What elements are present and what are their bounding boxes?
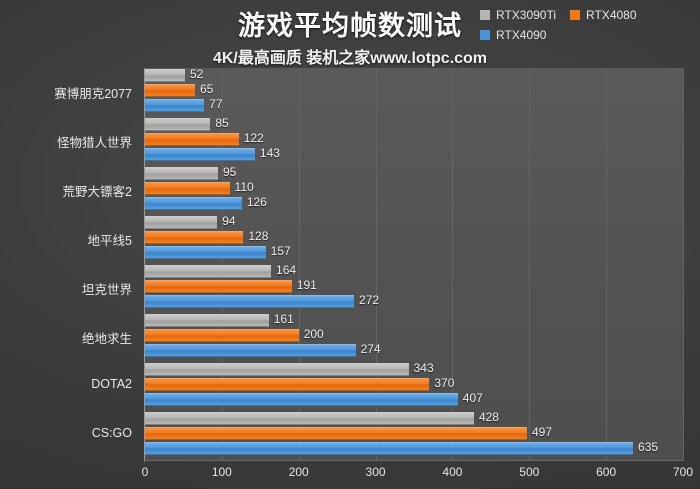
category-label-6: DOTA2: [91, 376, 132, 391]
bar-rtx3090ti-2[interactable]: [145, 167, 218, 180]
bar-rtx4080-2[interactable]: [145, 182, 230, 195]
y-axis-line: [144, 68, 145, 462]
category-label-2: 荒野大镖客2: [62, 184, 132, 199]
bar-value-label: 110: [234, 180, 254, 194]
bar-rtx4090-5[interactable]: [145, 344, 356, 357]
x-tick-label: 300: [365, 465, 386, 479]
bar-value-label: 407: [462, 391, 483, 405]
legend-swatch-icon: [570, 10, 581, 20]
bar-group: 85 122 143: [145, 116, 683, 166]
category-axis-labels: 赛博朋克2077 怪物猎人世界 荒野大镖客2 地平线5 坦克世界绝地求生 DOTA2 CS:…: [0, 68, 140, 460]
x-tick-label: 700: [672, 465, 694, 479]
bar-value-label: 428: [478, 410, 499, 424]
legend-item-rtx4090[interactable]: RTX4090: [480, 28, 546, 42]
bar-rtx4080-0[interactable]: [145, 84, 195, 97]
bar-value-label: 128: [248, 229, 269, 243]
gridline: [375, 68, 377, 460]
x-axis-tick-labels: 0 100 200 300 400 500 600 700: [141, 460, 693, 486]
bar-value-label: 126: [246, 195, 267, 209]
legend-item-label: RTX3090Ti: [496, 8, 557, 22]
bar-rtx4090-0[interactable]: [145, 99, 205, 112]
bar-rtx4080-4[interactable]: [145, 280, 292, 293]
bar-value-label: 191: [296, 278, 317, 292]
chart-subtitle: 4K/最高画质 装机之家www.lotpc.com: [212, 50, 488, 67]
bar-rtx3090ti-0[interactable]: [145, 69, 185, 82]
bar-rtx4090-1[interactable]: [145, 148, 255, 161]
bar-rtx3090ti-3[interactable]: [145, 216, 218, 229]
x-tick-label: 500: [519, 465, 540, 479]
bar-value-label: 65: [199, 82, 214, 96]
gridline: [452, 68, 454, 460]
gridline: [529, 68, 531, 460]
x-tick-label: 100: [211, 465, 232, 479]
x-axis-line: [144, 460, 684, 461]
category-label-4: 坦克世界: [81, 282, 132, 297]
bar-value-label: 164: [276, 263, 297, 277]
bar-value-label: 370: [434, 376, 455, 390]
bar-rtx4080-7[interactable]: [145, 427, 527, 440]
legend-item-rtx3090ti[interactable]: RTX3090Ti: [480, 8, 556, 22]
category-label-0: 赛博朋克2077: [54, 86, 132, 101]
gridline: [606, 68, 608, 460]
bar-rtx4080-1[interactable]: [145, 133, 239, 146]
bar-group: 164 191 272: [145, 263, 683, 313]
legend-item-rtx4080[interactable]: RTX4080: [570, 8, 637, 22]
bar-rtx4090-7[interactable]: [145, 442, 634, 455]
bar-rtx4080-5[interactable]: [145, 329, 299, 342]
bar-value-label: 200: [303, 327, 324, 341]
gridline: [221, 68, 223, 460]
bar-value-label: 343: [413, 361, 434, 375]
legend-item-label: RTX4090: [496, 28, 547, 42]
bar-rtx3090ti-4[interactable]: [145, 265, 272, 278]
bar-group: 94 128 157: [145, 214, 683, 264]
bar-value-label: 272: [359, 293, 380, 307]
bar-rtx4090-4[interactable]: [145, 295, 355, 308]
bar-group: 343 370 407: [145, 361, 683, 411]
category-label-5: 绝地求生: [81, 331, 132, 346]
bar-value-label: 85: [215, 116, 229, 130]
bar-group: 428 497 635: [145, 410, 683, 460]
bar-rtx4090-6[interactable]: [145, 393, 458, 406]
chart-legend: RTX3090Ti RTX4080 RTX4090: [480, 8, 692, 42]
x-tick-label: 0: [141, 465, 149, 479]
bar-rtx3090ti-7[interactable]: [145, 412, 474, 425]
bar-rtx4090-3[interactable]: [145, 246, 266, 259]
bar-value-label: 157: [270, 244, 291, 258]
bar-rtx3090ti-1[interactable]: [145, 118, 211, 131]
x-tick-label: 200: [288, 465, 309, 479]
category-label-1: 怪物猎人世界: [56, 135, 132, 150]
bar-rtx4090-2[interactable]: [145, 197, 242, 210]
bar-rtx3090ti-5[interactable]: [145, 314, 269, 327]
gridline: [683, 68, 684, 460]
bar-rtx4080-3[interactable]: [145, 231, 244, 244]
category-label-7: CS:GO: [91, 425, 132, 440]
bar-value-label: 161: [273, 312, 294, 326]
x-tick-label: 400: [442, 465, 463, 479]
legend-swatch-icon: [480, 10, 490, 20]
bar-value-label: 497: [531, 425, 552, 439]
bar-value-label: 95: [223, 165, 237, 179]
plot-area: 装机之家 lotpc.com 5265778512214395110126941…: [145, 67, 684, 460]
bar-rtx4080-6[interactable]: [145, 378, 430, 391]
category-label-3: 地平线5: [87, 233, 132, 248]
bar-group: 95 110 126: [145, 165, 683, 215]
legend-item-label: RTX4080: [586, 8, 637, 22]
bar-group: 52 65 77: [145, 67, 683, 117]
gridline: [298, 68, 300, 460]
x-tick-label: 600: [596, 465, 617, 479]
bar-value-label: 635: [638, 440, 659, 454]
bar-rtx3090ti-6[interactable]: [145, 363, 409, 376]
legend-swatch-icon: [480, 30, 490, 40]
bar-value-label: 52: [189, 67, 204, 81]
bar-value-label: 122: [243, 131, 264, 145]
chart-title: 游戏平均帧数测试: [238, 11, 462, 41]
bar-group: 161 200 274: [145, 312, 683, 362]
bar-value-label: 274: [360, 342, 381, 356]
bar-value-label: 77: [209, 97, 223, 111]
bar-value-label: 143: [259, 146, 280, 160]
bar-value-label: 94: [222, 214, 236, 228]
